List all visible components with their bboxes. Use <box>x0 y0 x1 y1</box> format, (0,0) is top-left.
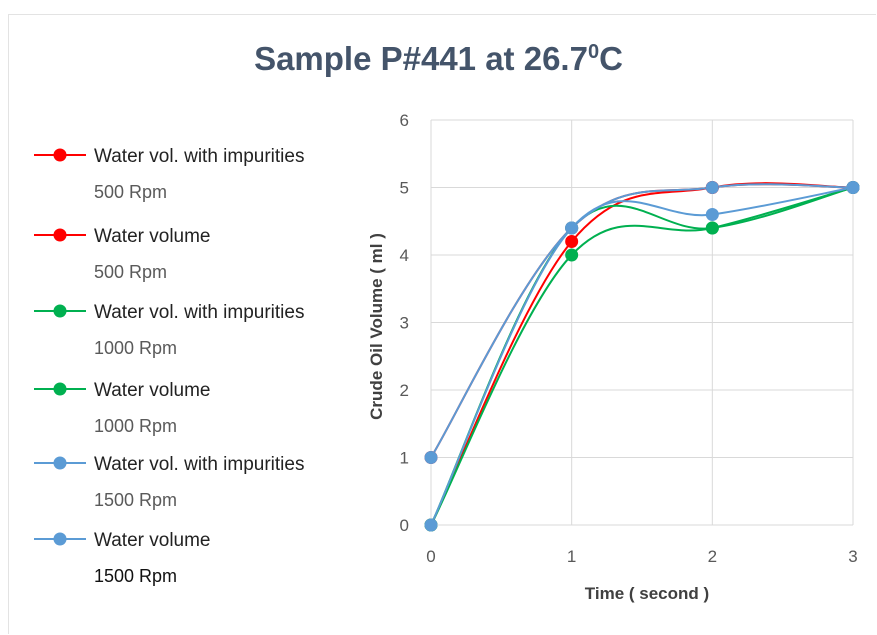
data-point <box>705 181 719 194</box>
data-point <box>424 518 438 532</box>
data-point <box>705 221 719 235</box>
x-axis-title: Time ( second ) <box>585 584 709 603</box>
legend-sublabel: 1000 Rpm <box>94 338 178 358</box>
data-point <box>565 221 579 235</box>
legend-marker <box>34 304 86 318</box>
legend-sublabel: 1000 Rpm <box>94 416 178 436</box>
legend-marker <box>34 532 86 546</box>
legend-item: Water vol. with impurities 500 Rpm <box>30 140 360 202</box>
legend-label: Water volume <box>94 380 211 401</box>
legend-item: Water volume 1500 Rpm <box>30 524 360 586</box>
y-tick-label: 1 <box>400 449 409 468</box>
y-tick-label: 4 <box>400 246 409 265</box>
x-tick-label: 3 <box>848 547 857 566</box>
legend-sublabel: 500 Rpm <box>94 262 168 282</box>
legend-label: Water vol. with impurities <box>94 454 305 475</box>
series-line <box>430 186 854 526</box>
data-point <box>565 248 579 262</box>
legend-marker <box>34 148 86 162</box>
data-point <box>565 235 579 248</box>
series-line <box>430 182 854 526</box>
legend-marker <box>34 456 86 470</box>
legend-item: Water vol. with impurities 1000 Rpm <box>30 296 360 358</box>
legend-item: Water volume 500 Rpm <box>30 220 360 282</box>
series-line <box>430 186 854 526</box>
legend-label: Water vol. with impurities <box>94 302 305 323</box>
data-point <box>705 208 719 221</box>
legend-label: Water vol. with impurities <box>94 146 305 167</box>
series-line <box>430 183 854 459</box>
y-axis-title: Crude Oil Volume ( ml ) <box>367 233 386 420</box>
legend-sublabel: 1500 Rpm <box>94 566 178 586</box>
chart-title: Sample P#441 at 26.70C <box>254 40 623 77</box>
data-point <box>846 181 860 194</box>
y-tick-label: 6 <box>400 111 409 130</box>
y-tick-label: 2 <box>400 381 409 400</box>
y-tick-label: 3 <box>400 314 409 333</box>
data-point <box>424 451 438 464</box>
x-tick-label: 1 <box>567 547 576 566</box>
legend-marker <box>34 382 86 396</box>
legend-sublabel: 500 Rpm <box>94 182 168 202</box>
y-tick-label: 5 <box>400 179 409 198</box>
legend-label: Water volume <box>94 226 211 247</box>
chart-frame <box>8 14 876 634</box>
legend-item: Water volume 1000 Rpm <box>30 374 360 436</box>
legend-item: Water vol. with impurities 1500 Rpm <box>30 448 360 510</box>
legend-sublabel: 1500 Rpm <box>94 490 178 510</box>
y-tick-label: 0 <box>400 516 409 535</box>
legend-label: Water volume <box>94 530 211 551</box>
x-tick-label: 2 <box>708 547 717 566</box>
legend-marker <box>34 228 86 242</box>
series-line <box>430 186 854 526</box>
x-tick-label: 0 <box>426 547 435 566</box>
